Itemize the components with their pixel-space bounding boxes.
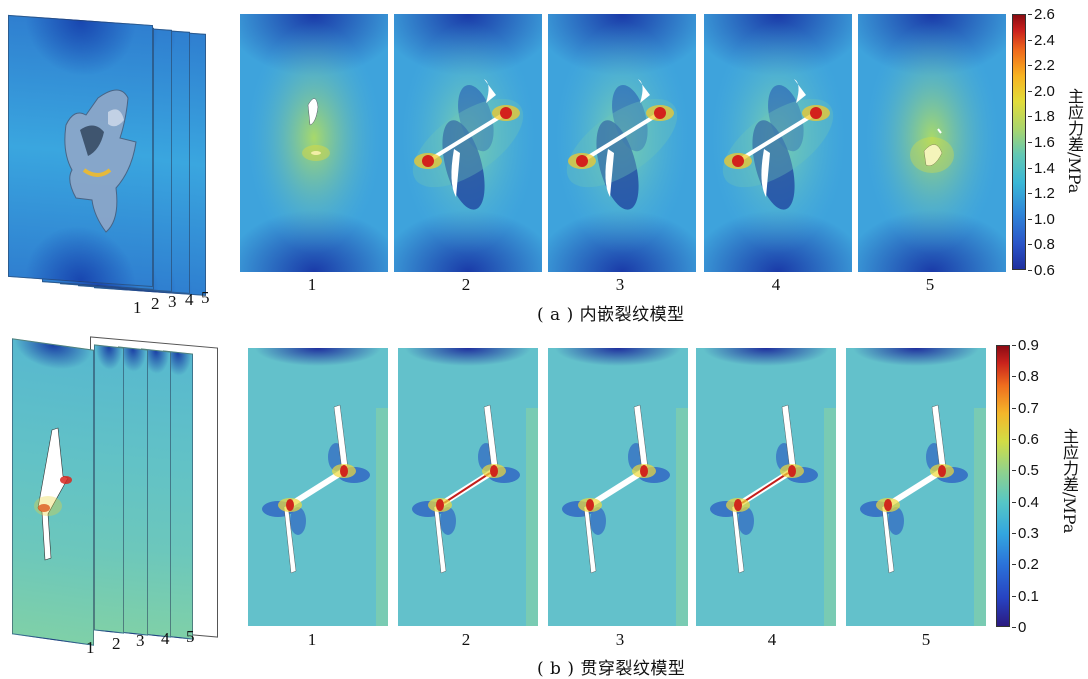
- panel-a-label-3: 3: [615, 275, 625, 294]
- stress-panel-b-5: [846, 348, 986, 626]
- colorbar-tick: 0.3: [1012, 525, 1039, 542]
- stack-label-2: 2: [112, 634, 121, 653]
- colorbar-tick: 1.4: [1028, 159, 1055, 177]
- colorbar-tick: 2.2: [1028, 57, 1055, 75]
- stack-label-5: 5: [186, 627, 195, 646]
- colorbar-tick: 0.1: [1012, 587, 1039, 605]
- stress-panel-a-1: [240, 14, 388, 272]
- colorbar-tick: 0.5: [1012, 462, 1039, 480]
- stress-panel-a-5: [858, 14, 1006, 272]
- colorbar-tick: 2.6: [1028, 6, 1055, 23]
- colorbar-tick: 1.2: [1028, 185, 1055, 203]
- stack-label-4: 4: [161, 629, 170, 648]
- colorbar-tick: 0.6: [1028, 262, 1055, 279]
- colorbar-b: [996, 345, 1010, 627]
- stack-label-2: 2: [151, 294, 160, 313]
- colorbar-tick: 1.6: [1028, 134, 1055, 151]
- colorbar-tick: 0.9: [1012, 337, 1039, 354]
- through-crack-3d-stack: 1 2 3 4 5: [8, 336, 228, 658]
- caption-a: ( a ) 内嵌裂纹模型: [537, 305, 685, 325]
- colorbar-tick: 1.8: [1028, 108, 1055, 126]
- panel-b-label-5: 5: [921, 630, 931, 649]
- colorbar-tick: 0.7: [1012, 399, 1039, 417]
- panel-a-label-1: 1: [307, 275, 317, 294]
- stress-panel-a-2: [394, 14, 542, 272]
- stack-label-3: 3: [136, 631, 145, 650]
- stress-panel-b-2: [398, 348, 538, 626]
- panel-a-label-5: 5: [925, 275, 935, 294]
- stack-label-5: 5: [201, 288, 210, 307]
- stack-label-1: 1: [86, 638, 95, 657]
- stack-label-4: 4: [185, 290, 194, 309]
- panel-a-label-4: 4: [771, 275, 781, 294]
- embedded-crack-3d-stack: 1 2 3 4 5: [8, 14, 223, 320]
- panel-a-label-2: 2: [461, 275, 471, 294]
- colorbar-a-label: 主应力差/MPa: [1065, 88, 1084, 194]
- stress-panel-b-1: [248, 348, 388, 626]
- stress-panel-b-4: [696, 348, 836, 626]
- colorbar-tick: 0.6: [1012, 431, 1039, 448]
- caption-b: ( b ) 贯穿裂纹模型: [537, 659, 686, 679]
- panel-b-label-4: 4: [767, 630, 777, 649]
- panel-b-label-2: 2: [461, 630, 471, 649]
- colorbar-tick: 2.4: [1028, 31, 1055, 49]
- through-crack-surface: [34, 427, 72, 561]
- embedded-crack-surface: [64, 89, 137, 233]
- panel-b-label-3: 3: [615, 630, 625, 649]
- colorbar-tick: 2.0: [1028, 82, 1055, 100]
- panel-b-label-1: 1: [307, 630, 317, 649]
- colorbar-b-label: 主应力差/MPa: [1060, 428, 1079, 534]
- stack-label-3: 3: [168, 292, 177, 311]
- colorbar-tick: 0.4: [1012, 493, 1039, 511]
- stack-label-1: 1: [133, 298, 142, 317]
- stress-panel-a-3: [548, 14, 696, 272]
- colorbar-tick: 0: [1011, 619, 1027, 636]
- stress-panel-b-3: [548, 348, 688, 626]
- colorbar-tick: 1.0: [1028, 210, 1055, 228]
- colorbar-tick: 0.8: [1028, 236, 1055, 254]
- colorbar-tick: 0.2: [1012, 556, 1039, 574]
- stress-panel-a-4: [704, 14, 852, 272]
- colorbar-a: [1012, 14, 1026, 270]
- colorbar-tick: 0.8: [1012, 368, 1039, 386]
